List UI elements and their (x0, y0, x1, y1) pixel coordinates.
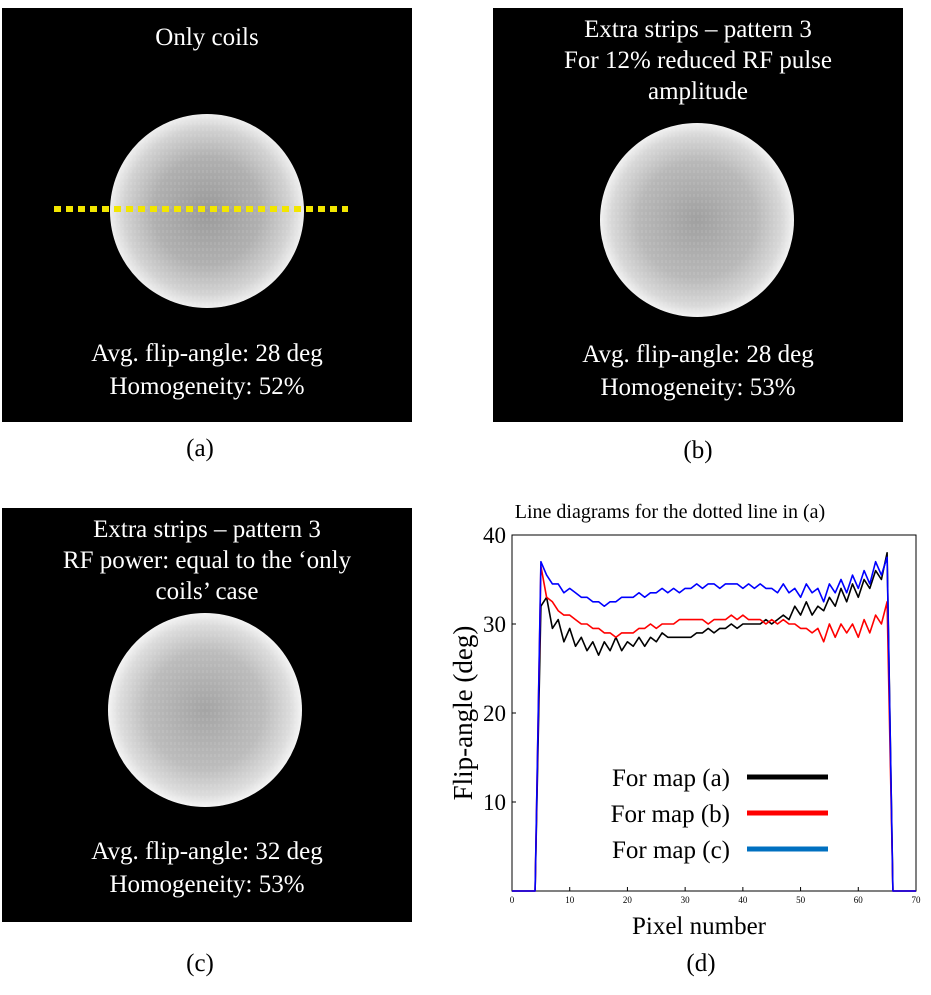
x-tick-label: 30 (681, 895, 691, 905)
x-tick-label: 20 (623, 895, 633, 905)
y-tick-label: 20 (483, 701, 506, 726)
flip-angle-map-a: Only coils Avg. flip-angle: 28 deg Homog… (2, 8, 412, 422)
x-tick-label: 40 (738, 895, 748, 905)
caption-d: (d) (686, 950, 716, 977)
panel-b-title-line-2: For 12% reduced RF pulse (563, 47, 833, 74)
panel-b-homogeneity: Homogeneity: 53% (600, 374, 796, 401)
legend-label: For map (a) (612, 765, 730, 792)
panel-c-title: Extra strips – pattern 3 RF power: equal… (2, 514, 412, 607)
coil-phantom-disk-b (600, 123, 794, 317)
y-tick-label: 10 (483, 790, 506, 815)
panel-b-title-line-1: Extra strips – pattern 3 (584, 16, 812, 43)
x-tick-label: 70 (912, 895, 922, 905)
x-tick-label: 60 (854, 895, 864, 905)
y-tick-label: 40 (483, 523, 506, 548)
panel-c-homogeneity: Homogeneity: 53% (109, 871, 305, 898)
panel-b-title: Extra strips – pattern 3 For 12% reduced… (493, 14, 903, 107)
panel-c-avg-flip-angle: Avg. flip-angle: 32 deg (91, 838, 323, 865)
series-line-map-b (512, 565, 916, 892)
panel-c-title-line-2: RF power: equal to the ‘only (62, 547, 352, 574)
panel-a-title: Only coils (2, 22, 412, 53)
panel-c-title-line-3: coils’ case (155, 578, 259, 605)
legend-label: For map (b) (611, 801, 730, 828)
panel-b-title-line-3: amplitude (648, 78, 748, 105)
legend-label: For map (c) (612, 837, 730, 864)
flip-angle-map-c: Extra strips – pattern 3 RF power: equal… (2, 508, 412, 922)
caption-a: (a) (186, 435, 214, 462)
coil-phantom-disk-c (108, 613, 302, 807)
series-line-map-a (512, 551, 916, 892)
panel-a-title-line: Only coils (155, 24, 259, 51)
panel-a-avg-flip-angle: Avg. flip-angle: 28 deg (91, 340, 323, 367)
panel-c-title-line-1: Extra strips – pattern 3 (93, 516, 321, 543)
caption-b: (b) (683, 437, 713, 464)
x-tick-label: 50 (796, 895, 806, 905)
y-tick-label: 30 (483, 612, 506, 637)
x-tick-label: 10 (565, 895, 575, 905)
panel-b-avg-flip-angle: Avg. flip-angle: 28 deg (582, 341, 814, 368)
x-axis-label: Pixel number (632, 913, 767, 940)
coil-phantom-disk-a (54, 114, 348, 308)
chart-legend: For map (a) For map (b) For map (c) (611, 765, 828, 864)
caption-c: (c) (186, 950, 214, 977)
chart-title: Line diagrams for the dotted line in (a) (515, 501, 825, 523)
panel-a-homogeneity: Homogeneity: 52% (109, 373, 305, 400)
x-tick-label: 0 (510, 895, 515, 905)
y-axis-label: Flip-angle (deg) (448, 626, 478, 801)
series-line-map-c (512, 556, 916, 892)
flip-angle-map-b: Extra strips – pattern 3 For 12% reduced… (493, 8, 903, 422)
flip-angle-line-chart: Line diagrams for the dotted line in (a)… (448, 501, 922, 940)
